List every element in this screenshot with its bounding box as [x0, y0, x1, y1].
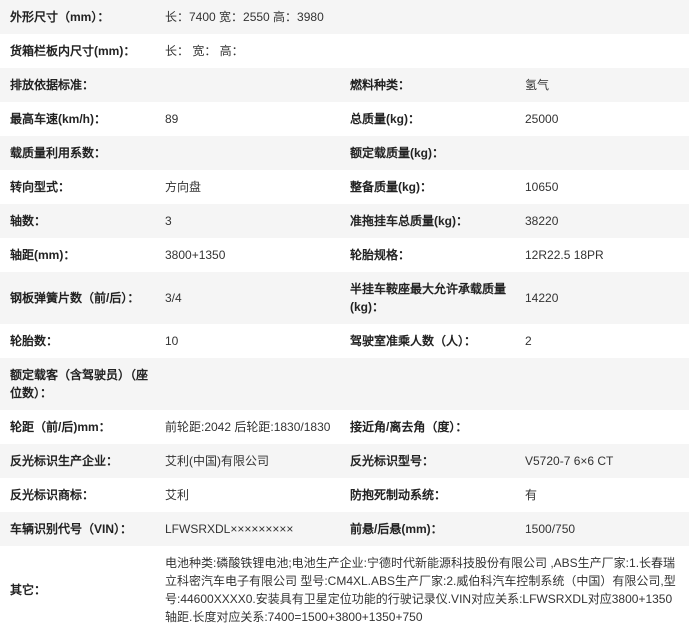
spec-value: 25000 — [515, 102, 689, 136]
spec-row: 轮距（前/后)mm：前轮距:2042 后轮距:1830/1830接近角/离去角（… — [0, 410, 689, 444]
spec-row: 车辆识别代号（VIN）：LFWSRXDL×××××××××前悬/后悬(mm)：1… — [0, 512, 689, 546]
spec-value: V5720-7 6×6 CT — [515, 444, 689, 478]
spec-label: 驾驶室准乘人数（人）： — [340, 324, 515, 358]
spec-row: 钢板弹簧片数（前/后）：3/4半挂车鞍座最大允许承载质量(kg)：14220 — [0, 272, 689, 324]
spec-row: 外形尺寸（mm）：长：7400 宽：2550 高：3980 — [0, 0, 689, 34]
spec-row: 轮胎数：10驾驶室准乘人数（人）：2 — [0, 324, 689, 358]
spec-value: 14220 — [515, 272, 689, 324]
spec-value: 1500/750 — [515, 512, 689, 546]
spec-value: 12R22.5 18PR — [515, 238, 689, 272]
spec-value: LFWSRXDL××××××××× — [155, 512, 340, 546]
spec-row: 最高车速(km/h)：89总质量(kg)：25000 — [0, 102, 689, 136]
spec-label: 钢板弹簧片数（前/后）： — [0, 272, 155, 324]
spec-value: 89 — [155, 102, 340, 136]
spec-value: 电池种类:磷酸铁锂电池;电池生产企业:宁德时代新能源科技股份有限公司 ,ABS生… — [155, 546, 689, 634]
spec-row: 轴数：3准拖挂车总质量(kg)：38220 — [0, 204, 689, 238]
spec-label: 燃料种类： — [340, 68, 515, 102]
spec-value: 长：7400 宽：2550 高：3980 — [155, 0, 689, 34]
spec-label: 最高车速(km/h)： — [0, 102, 155, 136]
spec-label: 外形尺寸（mm）： — [0, 0, 155, 34]
spec-value: 艾利 — [155, 478, 340, 512]
spec-value: 10 — [155, 324, 340, 358]
spec-value: 前轮距:2042 后轮距:1830/1830 — [155, 410, 340, 444]
spec-label: 防抱死制动系统： — [340, 478, 515, 512]
spec-label: 轮胎规格： — [340, 238, 515, 272]
spec-label: 额定载客（含驾驶员）（座位数）： — [0, 358, 155, 410]
spec-row: 轴距(mm)：3800+1350轮胎规格：12R22.5 18PR — [0, 238, 689, 272]
spec-value: 长： 宽： 高： — [155, 34, 689, 68]
spec-value — [155, 358, 689, 410]
spec-label: 反光标识商标： — [0, 478, 155, 512]
spec-value: 38220 — [515, 204, 689, 238]
spec-row: 排放依据标准： 燃料种类：氢气 — [0, 68, 689, 102]
spec-label: 接近角/离去角（度）： — [340, 410, 515, 444]
spec-row: 反光标识生产企业：艾利(中国)有限公司反光标识型号：V5720-7 6×6 CT — [0, 444, 689, 478]
spec-label: 其它： — [0, 546, 155, 634]
spec-value: 有 — [515, 478, 689, 512]
spec-label: 转向型式： — [0, 170, 155, 204]
spec-row: 反光标识商标：艾利防抱死制动系统：有 — [0, 478, 689, 512]
spec-value: 3/4 — [155, 272, 340, 324]
spec-value — [155, 68, 340, 102]
spec-label: 反光标识型号： — [340, 444, 515, 478]
spec-value — [155, 136, 340, 170]
spec-value: 10650 — [515, 170, 689, 204]
spec-row: 其它：电池种类:磷酸铁锂电池;电池生产企业:宁德时代新能源科技股份有限公司 ,A… — [0, 546, 689, 634]
spec-label: 轴数： — [0, 204, 155, 238]
spec-value — [515, 410, 689, 444]
spec-value: 3 — [155, 204, 340, 238]
spec-label: 轮距（前/后)mm： — [0, 410, 155, 444]
spec-row: 载质量利用系数： 额定载质量(kg)： — [0, 136, 689, 170]
spec-row: 转向型式：方向盘整备质量(kg)：10650 — [0, 170, 689, 204]
spec-label: 排放依据标准： — [0, 68, 155, 102]
spec-row: 额定载客（含驾驶员）（座位数）： — [0, 358, 689, 410]
spec-row: 货箱栏板内尺寸(mm)：长： 宽： 高： — [0, 34, 689, 68]
spec-label: 总质量(kg)： — [340, 102, 515, 136]
spec-table: 外形尺寸（mm）：长：7400 宽：2550 高：3980货箱栏板内尺寸(mm)… — [0, 0, 689, 634]
spec-label: 反光标识生产企业： — [0, 444, 155, 478]
spec-label: 载质量利用系数： — [0, 136, 155, 170]
spec-label: 轮胎数： — [0, 324, 155, 358]
spec-label: 货箱栏板内尺寸(mm)： — [0, 34, 155, 68]
spec-value: 方向盘 — [155, 170, 340, 204]
spec-value: 氢气 — [515, 68, 689, 102]
spec-label: 轴距(mm)： — [0, 238, 155, 272]
spec-value — [515, 136, 689, 170]
spec-label: 半挂车鞍座最大允许承载质量(kg)： — [340, 272, 515, 324]
spec-label: 整备质量(kg)： — [340, 170, 515, 204]
spec-label: 准拖挂车总质量(kg)： — [340, 204, 515, 238]
spec-value: 2 — [515, 324, 689, 358]
spec-value: 艾利(中国)有限公司 — [155, 444, 340, 478]
spec-label: 额定载质量(kg)： — [340, 136, 515, 170]
spec-label: 车辆识别代号（VIN）： — [0, 512, 155, 546]
spec-label: 前悬/后悬(mm)： — [340, 512, 515, 546]
spec-value: 3800+1350 — [155, 238, 340, 272]
